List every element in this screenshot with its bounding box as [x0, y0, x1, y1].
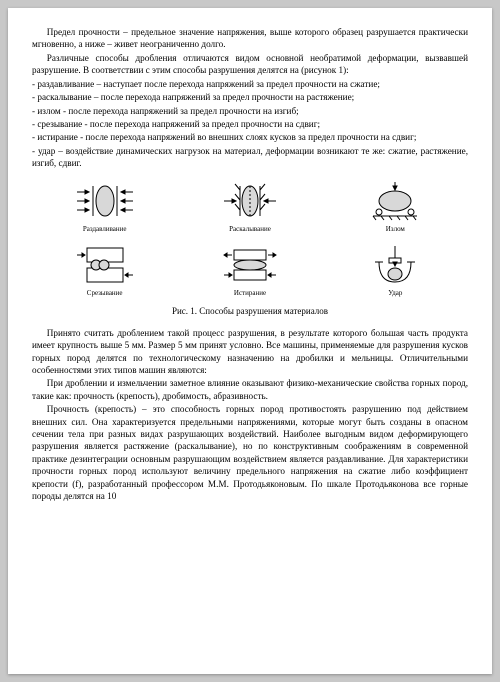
figure-impact: Удар — [365, 244, 425, 298]
document-page: Предел прочности – предельное значение н… — [8, 8, 492, 674]
paragraph-1: Предел прочности – предельное значение н… — [32, 26, 468, 51]
figure-label-2: Раскалывание — [229, 225, 271, 234]
figure-label-1: Раздавливание — [83, 225, 127, 234]
figure-label-4: Срезывание — [87, 289, 123, 298]
bullet-3: - излом - после перехода напряжений за п… — [32, 105, 468, 117]
bullet-6: - удар – воздействие динамических нагруз… — [32, 145, 468, 170]
figure-label-3: Излом — [386, 225, 405, 234]
paragraph-3: Принято считать дроблением такой процесс… — [32, 327, 468, 377]
figure-splitting: Раскалывание — [220, 180, 280, 234]
figure-row-2: Срезывание Истирание — [32, 244, 468, 298]
paragraph-2: Различные способы дробления отличаются в… — [32, 52, 468, 77]
figure-label-6: Удар — [388, 289, 402, 298]
figure-crushing: Раздавливание — [75, 180, 135, 234]
figure-bending: Излом — [365, 180, 425, 234]
bullet-4: - срезывание - после перехода напряжений… — [32, 118, 468, 130]
paragraph-5: Прочность (крепость) – это способность г… — [32, 403, 468, 502]
figure-attrition: Истирание — [220, 244, 280, 298]
bullet-2: - раскалывание – после перехода напряжен… — [32, 91, 468, 103]
bullet-1: - раздавливание – наступает после перехо… — [32, 78, 468, 90]
figure-label-5: Истирание — [234, 289, 266, 298]
figure-shearing: Срезывание — [75, 244, 135, 298]
figure-caption: Рис. 1. Способы разрушения материалов — [32, 305, 468, 317]
figure-row-1: Раздавливание Раскалывание — [32, 180, 468, 234]
paragraph-4: При дроблении и измельчении заметное вли… — [32, 377, 468, 402]
bullet-5: - истирание - после перехода напряжений … — [32, 131, 468, 143]
